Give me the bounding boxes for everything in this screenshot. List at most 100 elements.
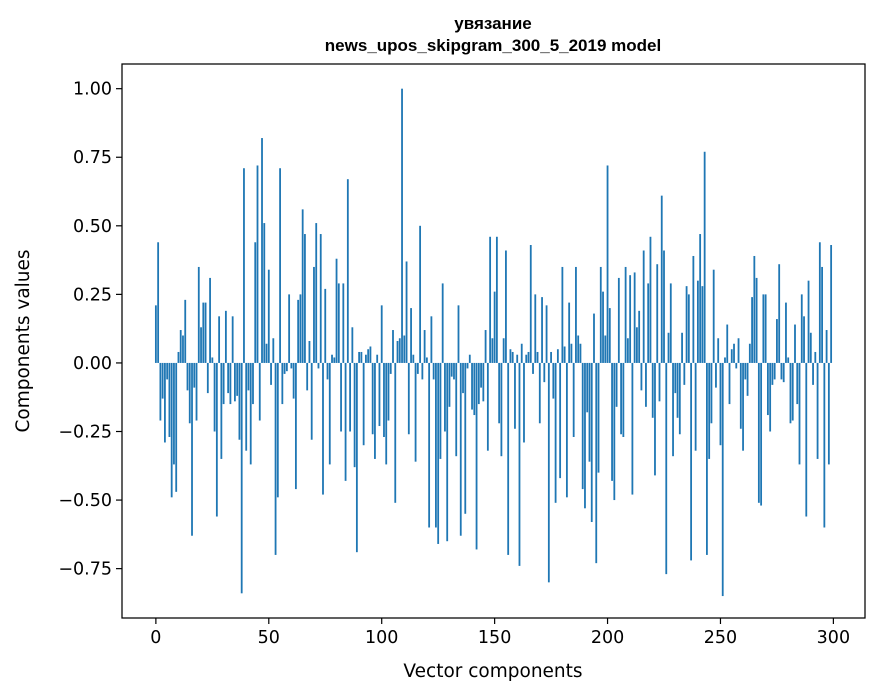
bar-251 <box>721 362 724 597</box>
bar-56 <box>281 362 284 405</box>
bar-260 <box>742 362 744 451</box>
bar-16 <box>191 362 193 536</box>
bar-50 <box>267 269 270 363</box>
bar-3 <box>161 362 164 399</box>
bar-297 <box>825 330 828 363</box>
bar-84 <box>344 362 347 481</box>
bar-8 <box>173 362 175 465</box>
bar-188 <box>579 343 582 363</box>
y-tick-label: 0.75 <box>73 148 112 168</box>
bar-133 <box>455 362 458 457</box>
bar-287 <box>803 316 805 363</box>
bar-192 <box>588 362 591 462</box>
bar-43 <box>252 362 254 405</box>
bar-74 <box>322 362 324 495</box>
bar-282 <box>791 362 794 421</box>
bar-202 <box>611 362 613 481</box>
bar-39 <box>243 168 245 363</box>
bar-196 <box>597 362 600 473</box>
bar-63 <box>297 299 300 363</box>
bar-248 <box>715 362 717 388</box>
bar-154 <box>502 338 505 363</box>
bar-172 <box>543 362 546 383</box>
bar-104 <box>389 362 392 374</box>
bar-4 <box>164 362 166 443</box>
bar-244 <box>706 362 708 555</box>
bar-75 <box>324 288 327 363</box>
bar-278 <box>782 362 785 383</box>
bar-160 <box>516 354 519 363</box>
chart-subtitle: news_upos_skipgram_300_5_2019 model <box>325 36 661 55</box>
bar-53 <box>274 362 277 555</box>
bar-215 <box>640 362 643 391</box>
bar-150 <box>493 291 496 363</box>
bar-229 <box>672 362 674 457</box>
bar-110 <box>403 335 406 363</box>
bar-135 <box>459 362 462 536</box>
bar-113 <box>410 308 412 363</box>
bar-119 <box>423 330 426 363</box>
bar-62 <box>294 362 297 490</box>
bar-266 <box>755 277 758 363</box>
bar-187 <box>577 335 580 363</box>
bar-129 <box>446 362 449 542</box>
bar-19 <box>197 266 200 363</box>
bar-210 <box>629 275 632 363</box>
bar-252 <box>724 357 726 363</box>
bar-98 <box>376 354 379 363</box>
x-tick-label: 50 <box>258 628 280 648</box>
bar-118 <box>421 362 424 380</box>
bar-168 <box>534 294 537 363</box>
bar-128 <box>444 362 446 432</box>
bar-42 <box>249 362 252 465</box>
bar-265 <box>753 255 756 363</box>
bar-101 <box>383 362 385 437</box>
bar-182 <box>565 362 568 498</box>
bar-89 <box>355 362 358 553</box>
bar-204 <box>615 362 618 407</box>
bar-15 <box>188 362 191 424</box>
bar-32 <box>227 362 230 394</box>
bar-223 <box>658 362 661 402</box>
bar-107 <box>396 341 399 363</box>
bar-155 <box>505 250 507 363</box>
bar-5 <box>166 362 169 380</box>
bars-group <box>154 88 833 597</box>
bar-249 <box>717 338 720 363</box>
bar-236 <box>687 294 690 363</box>
y-axis-ticks: −0.75 −0.50 −0.25 0.00 0.25 0.50 0.75 1.00 <box>58 80 122 580</box>
bar-34 <box>231 316 234 363</box>
bar-77 <box>328 362 331 465</box>
bar-40 <box>245 362 248 451</box>
bar-70 <box>313 266 315 363</box>
bar-121 <box>428 362 431 528</box>
bar-274 <box>773 362 776 380</box>
bar-276 <box>778 264 781 363</box>
bar-111 <box>405 261 408 363</box>
bar-76 <box>326 362 329 380</box>
bar-27 <box>215 362 218 517</box>
bar-105 <box>392 330 394 363</box>
bar-277 <box>780 362 783 380</box>
bar-255 <box>730 349 733 363</box>
bar-122 <box>430 316 433 363</box>
bar-163 <box>523 362 525 443</box>
bar-181 <box>563 346 566 363</box>
y-tick-label: 0.25 <box>73 285 112 305</box>
bar-214 <box>638 310 641 363</box>
x-tick-label: 0 <box>150 628 161 648</box>
bar-190 <box>584 362 586 509</box>
x-tick-label: 100 <box>365 628 398 648</box>
bar-174 <box>547 362 550 583</box>
bar-51 <box>270 362 272 385</box>
bar-100 <box>380 305 383 363</box>
bar-86 <box>349 362 351 432</box>
bar-18 <box>195 362 198 421</box>
bar-284 <box>796 362 799 405</box>
bar-256 <box>733 343 735 363</box>
bar-9 <box>175 362 178 492</box>
bar-281 <box>789 362 792 424</box>
bar-247 <box>712 269 715 363</box>
bar-292 <box>814 351 817 363</box>
bar-20 <box>200 327 202 363</box>
